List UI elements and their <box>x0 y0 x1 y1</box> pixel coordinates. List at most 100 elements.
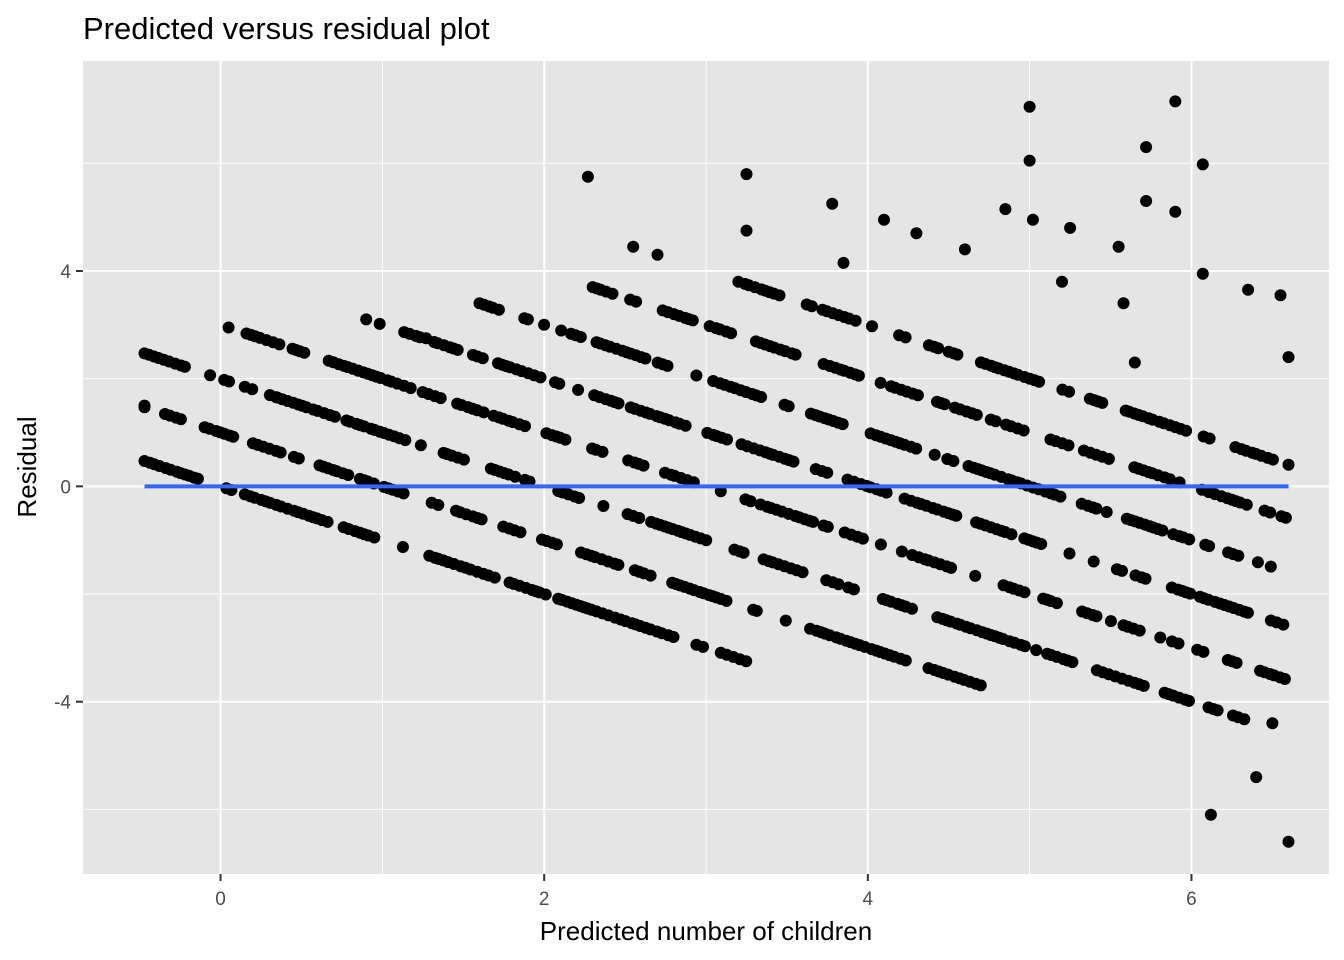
data-point <box>667 631 680 643</box>
data-point <box>1264 506 1277 519</box>
data-point <box>1230 656 1243 669</box>
data-point <box>1090 502 1103 515</box>
data-point <box>1017 424 1030 437</box>
data-point <box>191 472 204 485</box>
data-point <box>559 433 572 446</box>
data-point <box>740 224 753 237</box>
data-point <box>1117 297 1130 310</box>
data-point <box>451 343 464 356</box>
data-point <box>826 197 839 210</box>
data-points <box>138 95 1295 848</box>
data-point <box>1018 586 1031 599</box>
x-tick-label: 6 <box>1186 889 1197 910</box>
data-point <box>989 415 1002 428</box>
y-tick-label: 4 <box>60 262 71 283</box>
data-point <box>1241 606 1254 619</box>
data-point <box>639 352 652 365</box>
data-point <box>630 295 643 308</box>
data-point <box>690 369 703 382</box>
data-point <box>352 364 365 377</box>
data-point <box>1064 221 1077 234</box>
data-point <box>574 331 587 343</box>
data-point <box>1251 556 1264 569</box>
data-point <box>1030 644 1043 657</box>
data-point <box>866 320 878 333</box>
data-point <box>1063 385 1076 398</box>
data-point <box>721 433 733 446</box>
data-point <box>899 654 912 667</box>
data-point <box>1035 538 1048 550</box>
data-point <box>1005 528 1018 541</box>
data-point <box>488 571 501 584</box>
data-point <box>856 532 869 545</box>
data-point <box>612 558 625 571</box>
data-point <box>1023 100 1036 113</box>
data-point <box>550 538 563 551</box>
data-point <box>477 406 490 419</box>
data-point <box>1102 452 1115 465</box>
data-point <box>404 382 417 395</box>
data-point <box>457 453 470 466</box>
data-point <box>1196 158 1209 171</box>
data-point <box>1090 610 1103 623</box>
data-point <box>1184 587 1197 600</box>
data-point <box>581 170 594 183</box>
data-point <box>1156 524 1169 537</box>
data-point <box>910 442 923 455</box>
data-point <box>895 545 908 558</box>
data-point <box>274 446 287 459</box>
data-point <box>1282 351 1295 364</box>
data-point <box>1112 240 1125 253</box>
data-point <box>821 466 834 479</box>
major-gridlines <box>83 61 1329 874</box>
data-point <box>273 338 286 351</box>
data-point <box>432 499 445 511</box>
data-point <box>1169 205 1182 218</box>
data-point <box>321 515 334 528</box>
data-point <box>271 391 284 404</box>
data-point <box>1056 275 1068 288</box>
data-point <box>951 348 964 361</box>
data-point <box>974 679 987 692</box>
x-tick-label: 4 <box>863 889 874 910</box>
data-point <box>1018 640 1031 653</box>
data-point <box>700 534 713 547</box>
data-point <box>1140 195 1153 207</box>
data-point <box>947 455 960 467</box>
data-point <box>1180 424 1193 437</box>
data-point <box>1242 283 1255 296</box>
data-point <box>1282 835 1295 848</box>
data-point <box>397 487 410 500</box>
data-point <box>396 541 409 553</box>
data-point <box>737 546 750 559</box>
data-point <box>606 287 619 300</box>
data-point <box>755 391 768 403</box>
data-point <box>779 614 792 627</box>
x-tick-label: 0 <box>215 889 226 910</box>
data-point <box>686 314 699 327</box>
data-point <box>519 420 531 433</box>
data-point <box>950 509 963 522</box>
data-point <box>945 561 958 574</box>
data-point <box>222 321 235 334</box>
y-tick-label: -4 <box>54 693 71 714</box>
data-point <box>292 452 305 465</box>
data-point <box>476 352 489 365</box>
data-point <box>138 399 151 412</box>
data-point <box>1266 453 1279 466</box>
data-point <box>204 369 217 382</box>
x-tick-label: 2 <box>539 889 550 910</box>
data-point <box>1232 549 1245 562</box>
data-point <box>1203 540 1216 553</box>
data-point <box>1137 679 1150 692</box>
data-point <box>1154 631 1167 644</box>
x-axis-title: Predicted number of children <box>540 916 872 946</box>
data-point <box>475 513 488 526</box>
data-point <box>1183 694 1195 707</box>
data-point <box>1033 375 1046 388</box>
data-point <box>637 459 650 472</box>
data-point <box>1274 289 1287 302</box>
data-point <box>750 604 763 617</box>
data-point <box>1196 267 1209 280</box>
data-point <box>1104 615 1117 628</box>
